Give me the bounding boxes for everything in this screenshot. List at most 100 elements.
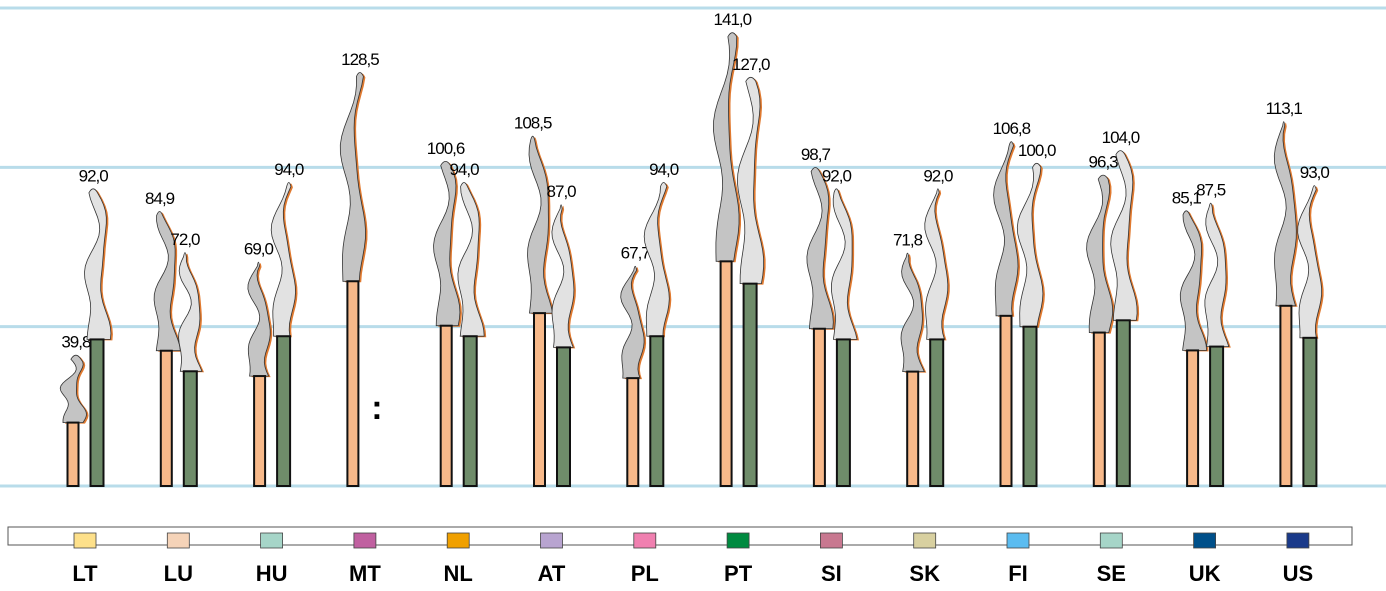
value-label: 100,0 — [1018, 141, 1056, 160]
chimney — [159, 349, 173, 488]
category-label: US — [1283, 561, 1314, 586]
smoke — [270, 182, 296, 337]
value-label: 96,3 — [1089, 153, 1119, 172]
value-label: 106,8 — [993, 119, 1031, 138]
chimney — [182, 370, 198, 487]
smoke — [1179, 210, 1208, 351]
smoke — [831, 188, 858, 340]
category-label: PT — [724, 561, 753, 586]
flag — [260, 532, 284, 549]
flag — [446, 532, 470, 549]
value-label: 67,7 — [621, 244, 651, 263]
chimney — [929, 338, 945, 487]
chimney — [649, 335, 665, 487]
category-label: SI — [821, 561, 842, 586]
flag — [820, 532, 843, 549]
value-label: 127,0 — [732, 55, 770, 74]
value-label: 100,6 — [427, 139, 465, 158]
value-label: 72,0 — [170, 230, 200, 249]
chimney — [1209, 345, 1225, 488]
smoke — [551, 204, 575, 348]
category-label: NL — [444, 561, 473, 586]
legend-frame — [7, 526, 1353, 546]
smoke — [527, 135, 554, 314]
chimney — [462, 335, 478, 487]
value-label: 104,0 — [1102, 128, 1140, 147]
smoke — [1086, 174, 1114, 333]
value-label: 69,0 — [244, 240, 274, 259]
value-label: 94,0 — [649, 160, 679, 179]
value-label: 71,8 — [893, 231, 923, 250]
chimney — [742, 282, 758, 487]
flag — [913, 532, 937, 549]
smoke — [178, 252, 203, 372]
chimney — [533, 312, 546, 487]
chimney — [835, 338, 851, 487]
smoke — [993, 141, 1019, 317]
category-label: PL — [631, 561, 659, 586]
smoke — [1016, 162, 1044, 328]
flag — [73, 532, 97, 549]
smoke — [1273, 121, 1297, 307]
smoke — [433, 161, 461, 327]
category-label: SE — [1097, 561, 1126, 586]
value-label: 92,0 — [79, 166, 109, 185]
value-label: 94,0 — [449, 160, 479, 179]
chimney — [812, 327, 826, 487]
chimney — [906, 370, 920, 487]
chimney — [439, 324, 453, 487]
category-label: SK — [909, 561, 940, 586]
value-label: 141,0 — [714, 10, 752, 29]
smoke — [1110, 150, 1138, 321]
category-label: UK — [1189, 561, 1221, 586]
flag — [540, 532, 563, 549]
chimney — [1115, 319, 1131, 487]
chimney — [346, 280, 360, 487]
smoke — [153, 211, 181, 352]
smoke — [1204, 202, 1230, 347]
category-label: AT — [538, 561, 566, 586]
category-label: LT — [72, 561, 98, 586]
smoke — [900, 252, 925, 372]
smoke — [84, 188, 112, 340]
category-label: LU — [164, 561, 193, 586]
value-label: 94,0 — [274, 160, 304, 179]
chimney — [1302, 336, 1318, 487]
chimney — [1279, 304, 1293, 487]
smoke — [924, 188, 949, 340]
value-label: 93,0 — [1300, 163, 1330, 182]
category-label: MT — [349, 561, 381, 586]
value-label: 108,5 — [514, 114, 552, 133]
value-label: 113,1 — [1266, 99, 1303, 118]
flag — [726, 532, 750, 549]
smoke — [643, 182, 670, 337]
category-label: FI — [1008, 561, 1028, 586]
chimney — [66, 421, 80, 487]
smoke — [59, 354, 87, 423]
flag — [1286, 532, 1310, 549]
chimney — [276, 335, 292, 487]
value-label: 128,5 — [341, 50, 379, 69]
chimney — [89, 338, 105, 487]
value-label: 98,7 — [801, 145, 831, 164]
value-label: 87,0 — [547, 182, 577, 201]
smoke — [247, 261, 271, 377]
flag — [1006, 532, 1030, 549]
smoke — [712, 32, 740, 262]
chimney — [999, 314, 1013, 487]
chimney — [1092, 331, 1106, 488]
flag — [166, 532, 190, 549]
smoke — [1297, 185, 1322, 339]
value-label: 92,0 — [923, 166, 953, 185]
missing-label: : — [371, 389, 382, 427]
chimney — [556, 346, 571, 487]
chimney — [1186, 349, 1200, 487]
smoke — [339, 72, 366, 282]
value-label: 92,0 — [822, 166, 852, 185]
value-label: 87,5 — [1196, 181, 1226, 200]
chimney — [719, 260, 733, 487]
category-label: HU — [256, 561, 288, 586]
smoke — [457, 182, 485, 337]
smoke — [806, 167, 834, 330]
